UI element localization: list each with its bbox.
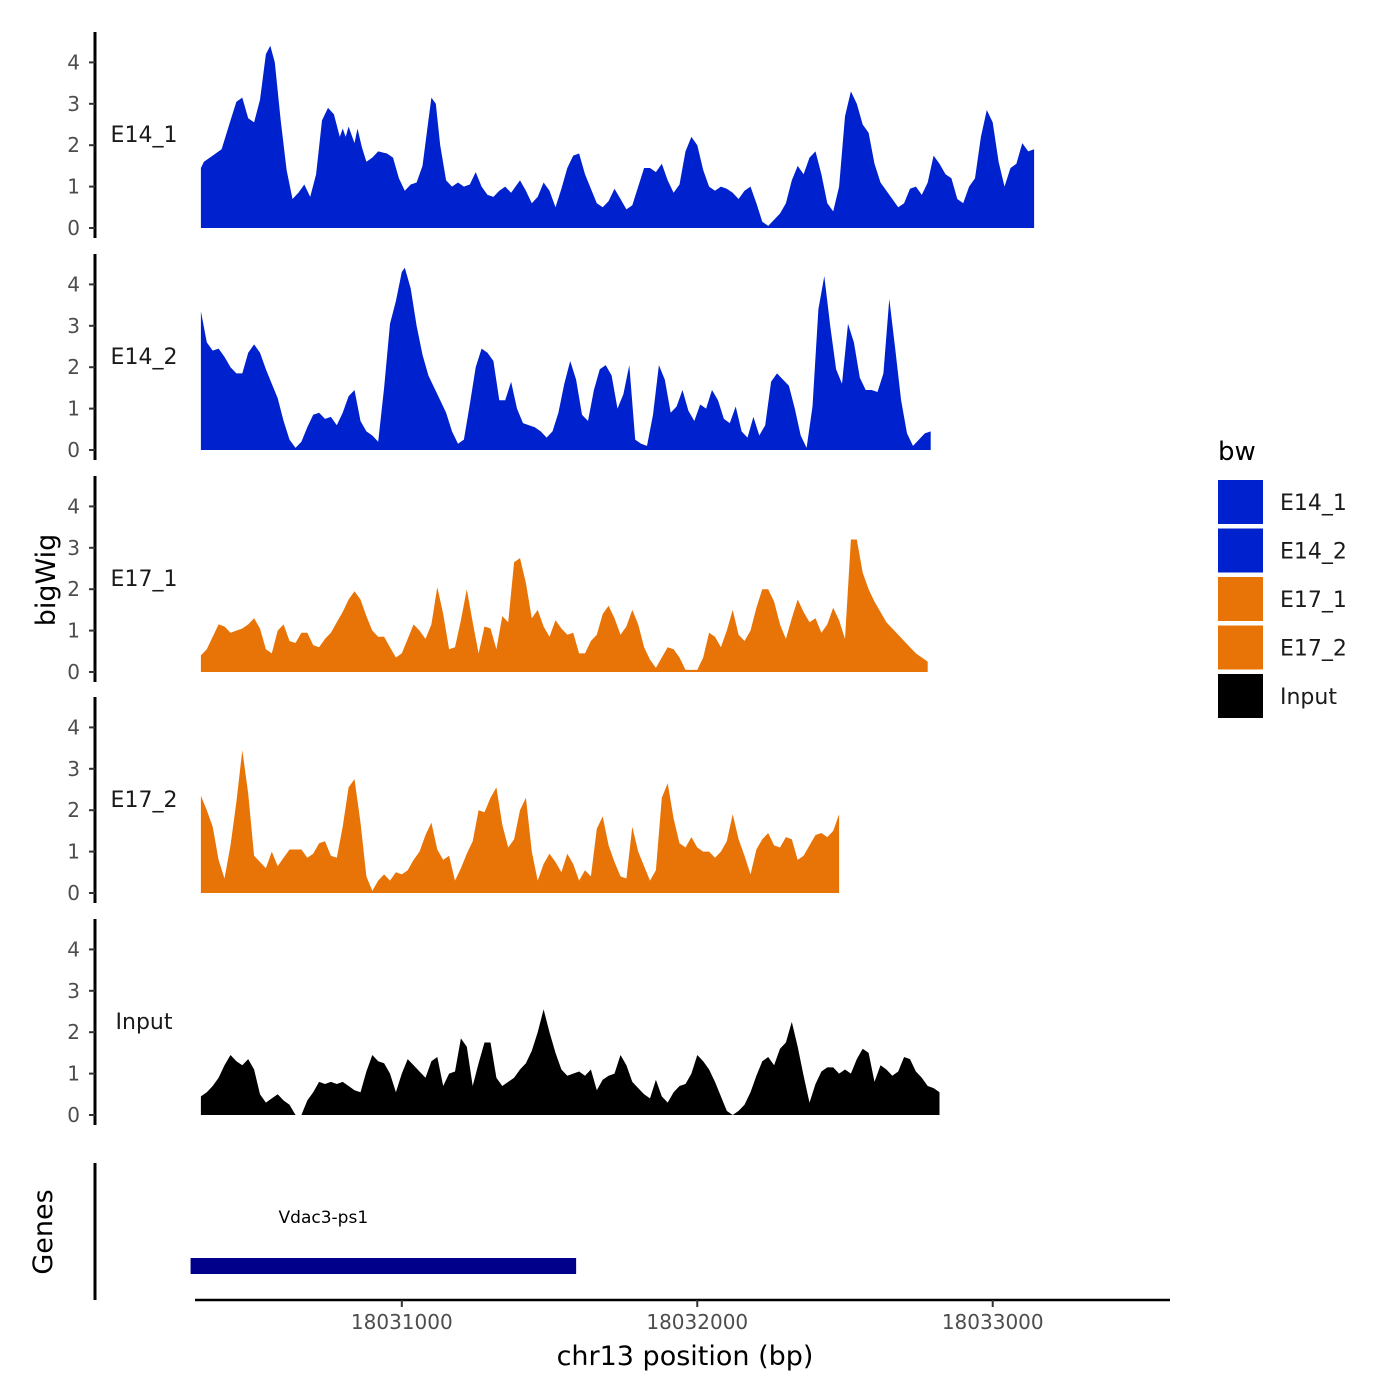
- y-tick-label: 4: [67, 272, 80, 296]
- x-tick-label: 18032000: [646, 1310, 748, 1334]
- y-axis-title: bigWig: [31, 534, 62, 627]
- x-axis-title: chr13 position (bp): [557, 1341, 814, 1372]
- y-tick-label: 0: [67, 1103, 80, 1127]
- gene-label: Vdac3-ps1: [279, 1208, 369, 1228]
- legend-swatch: [1218, 577, 1263, 621]
- y-tick-label: 4: [67, 494, 80, 518]
- y-tick-label: 3: [67, 536, 80, 560]
- x-tick-label: 18031000: [351, 1310, 453, 1334]
- coverage-area-e14-2: [200, 267, 931, 450]
- coverage-area-e17-2: [200, 750, 840, 893]
- legend-label: E17_2: [1280, 637, 1347, 662]
- legend-swatch: [1218, 625, 1263, 670]
- x-axis: 18031000 18032000 18033000: [195, 1298, 1170, 1334]
- y-tick-label: 2: [67, 1020, 80, 1044]
- legend-title: bw: [1218, 437, 1256, 467]
- genes-panel: Genes Vdac3-ps1: [28, 1163, 577, 1300]
- y-tick-label: 1: [67, 840, 80, 864]
- y-tick-label: 1: [67, 619, 80, 643]
- genes-title: Genes: [28, 1189, 59, 1274]
- y-tick-label: 3: [67, 757, 80, 781]
- y-tick-label: 3: [67, 979, 80, 1003]
- legend-label: E14_2: [1280, 540, 1347, 565]
- gene-bar: [190, 1258, 577, 1274]
- track-label: Input: [116, 1010, 173, 1035]
- x-tick-label: 18033000: [942, 1310, 1044, 1334]
- y-tick-label: 1: [67, 397, 80, 421]
- coverage-area-e14-1: [200, 45, 1035, 228]
- track-panel-input: 0 1 2 3 4 Input: [67, 919, 940, 1127]
- track-label: E14_2: [111, 345, 178, 370]
- y-tick-label: 2: [67, 577, 80, 601]
- y-tick-label: 1: [67, 175, 80, 199]
- legend-swatch: [1218, 480, 1263, 524]
- y-tick-label: 4: [67, 937, 80, 961]
- y-tick-label: 0: [67, 216, 80, 240]
- y-tick-label: 2: [67, 133, 80, 157]
- legend: bw E14_1 E14_2 E17_1 E17_2 Input: [1218, 437, 1347, 718]
- track-panel-e17-2: 0 1 2 3 4 E17_2: [67, 697, 840, 905]
- y-tick-label: 2: [67, 355, 80, 379]
- track-panel-e14-1: 0 1 2 3 4 E14_1: [67, 32, 1035, 240]
- track-label: E14_1: [111, 123, 178, 148]
- y-tick-label: 0: [67, 881, 80, 905]
- coverage-area-e17-1: [200, 539, 928, 672]
- track-panels: 0 1 2 3 4 E14_1 0 1 2 3 4 E14_2 0 1 2 3 4 E17_1 0 1 2 3 4 E17_2…: [67, 32, 1035, 1127]
- legend-label: Input: [1280, 685, 1337, 710]
- y-tick-label: 4: [67, 715, 80, 739]
- y-tick-label: 2: [67, 798, 80, 822]
- legend-label: E14_1: [1280, 491, 1347, 516]
- legend-swatch: [1218, 528, 1263, 573]
- track-panel-e17-1: 0 1 2 3 4 E17_1: [67, 476, 928, 684]
- track-panel-e14-2: 0 1 2 3 4 E14_2: [67, 254, 931, 462]
- y-tick-label: 3: [67, 92, 80, 116]
- y-tick-label: 4: [67, 50, 80, 74]
- y-tick-label: 1: [67, 1062, 80, 1086]
- legend-label: E17_1: [1280, 588, 1347, 613]
- y-tick-label: 0: [67, 438, 80, 462]
- legend-swatch: [1218, 674, 1263, 718]
- track-label: E17_1: [111, 567, 178, 592]
- y-tick-label: 0: [67, 660, 80, 684]
- track-label: E17_2: [111, 788, 178, 813]
- coverage-area-input: [200, 1009, 940, 1115]
- y-tick-label: 3: [67, 314, 80, 338]
